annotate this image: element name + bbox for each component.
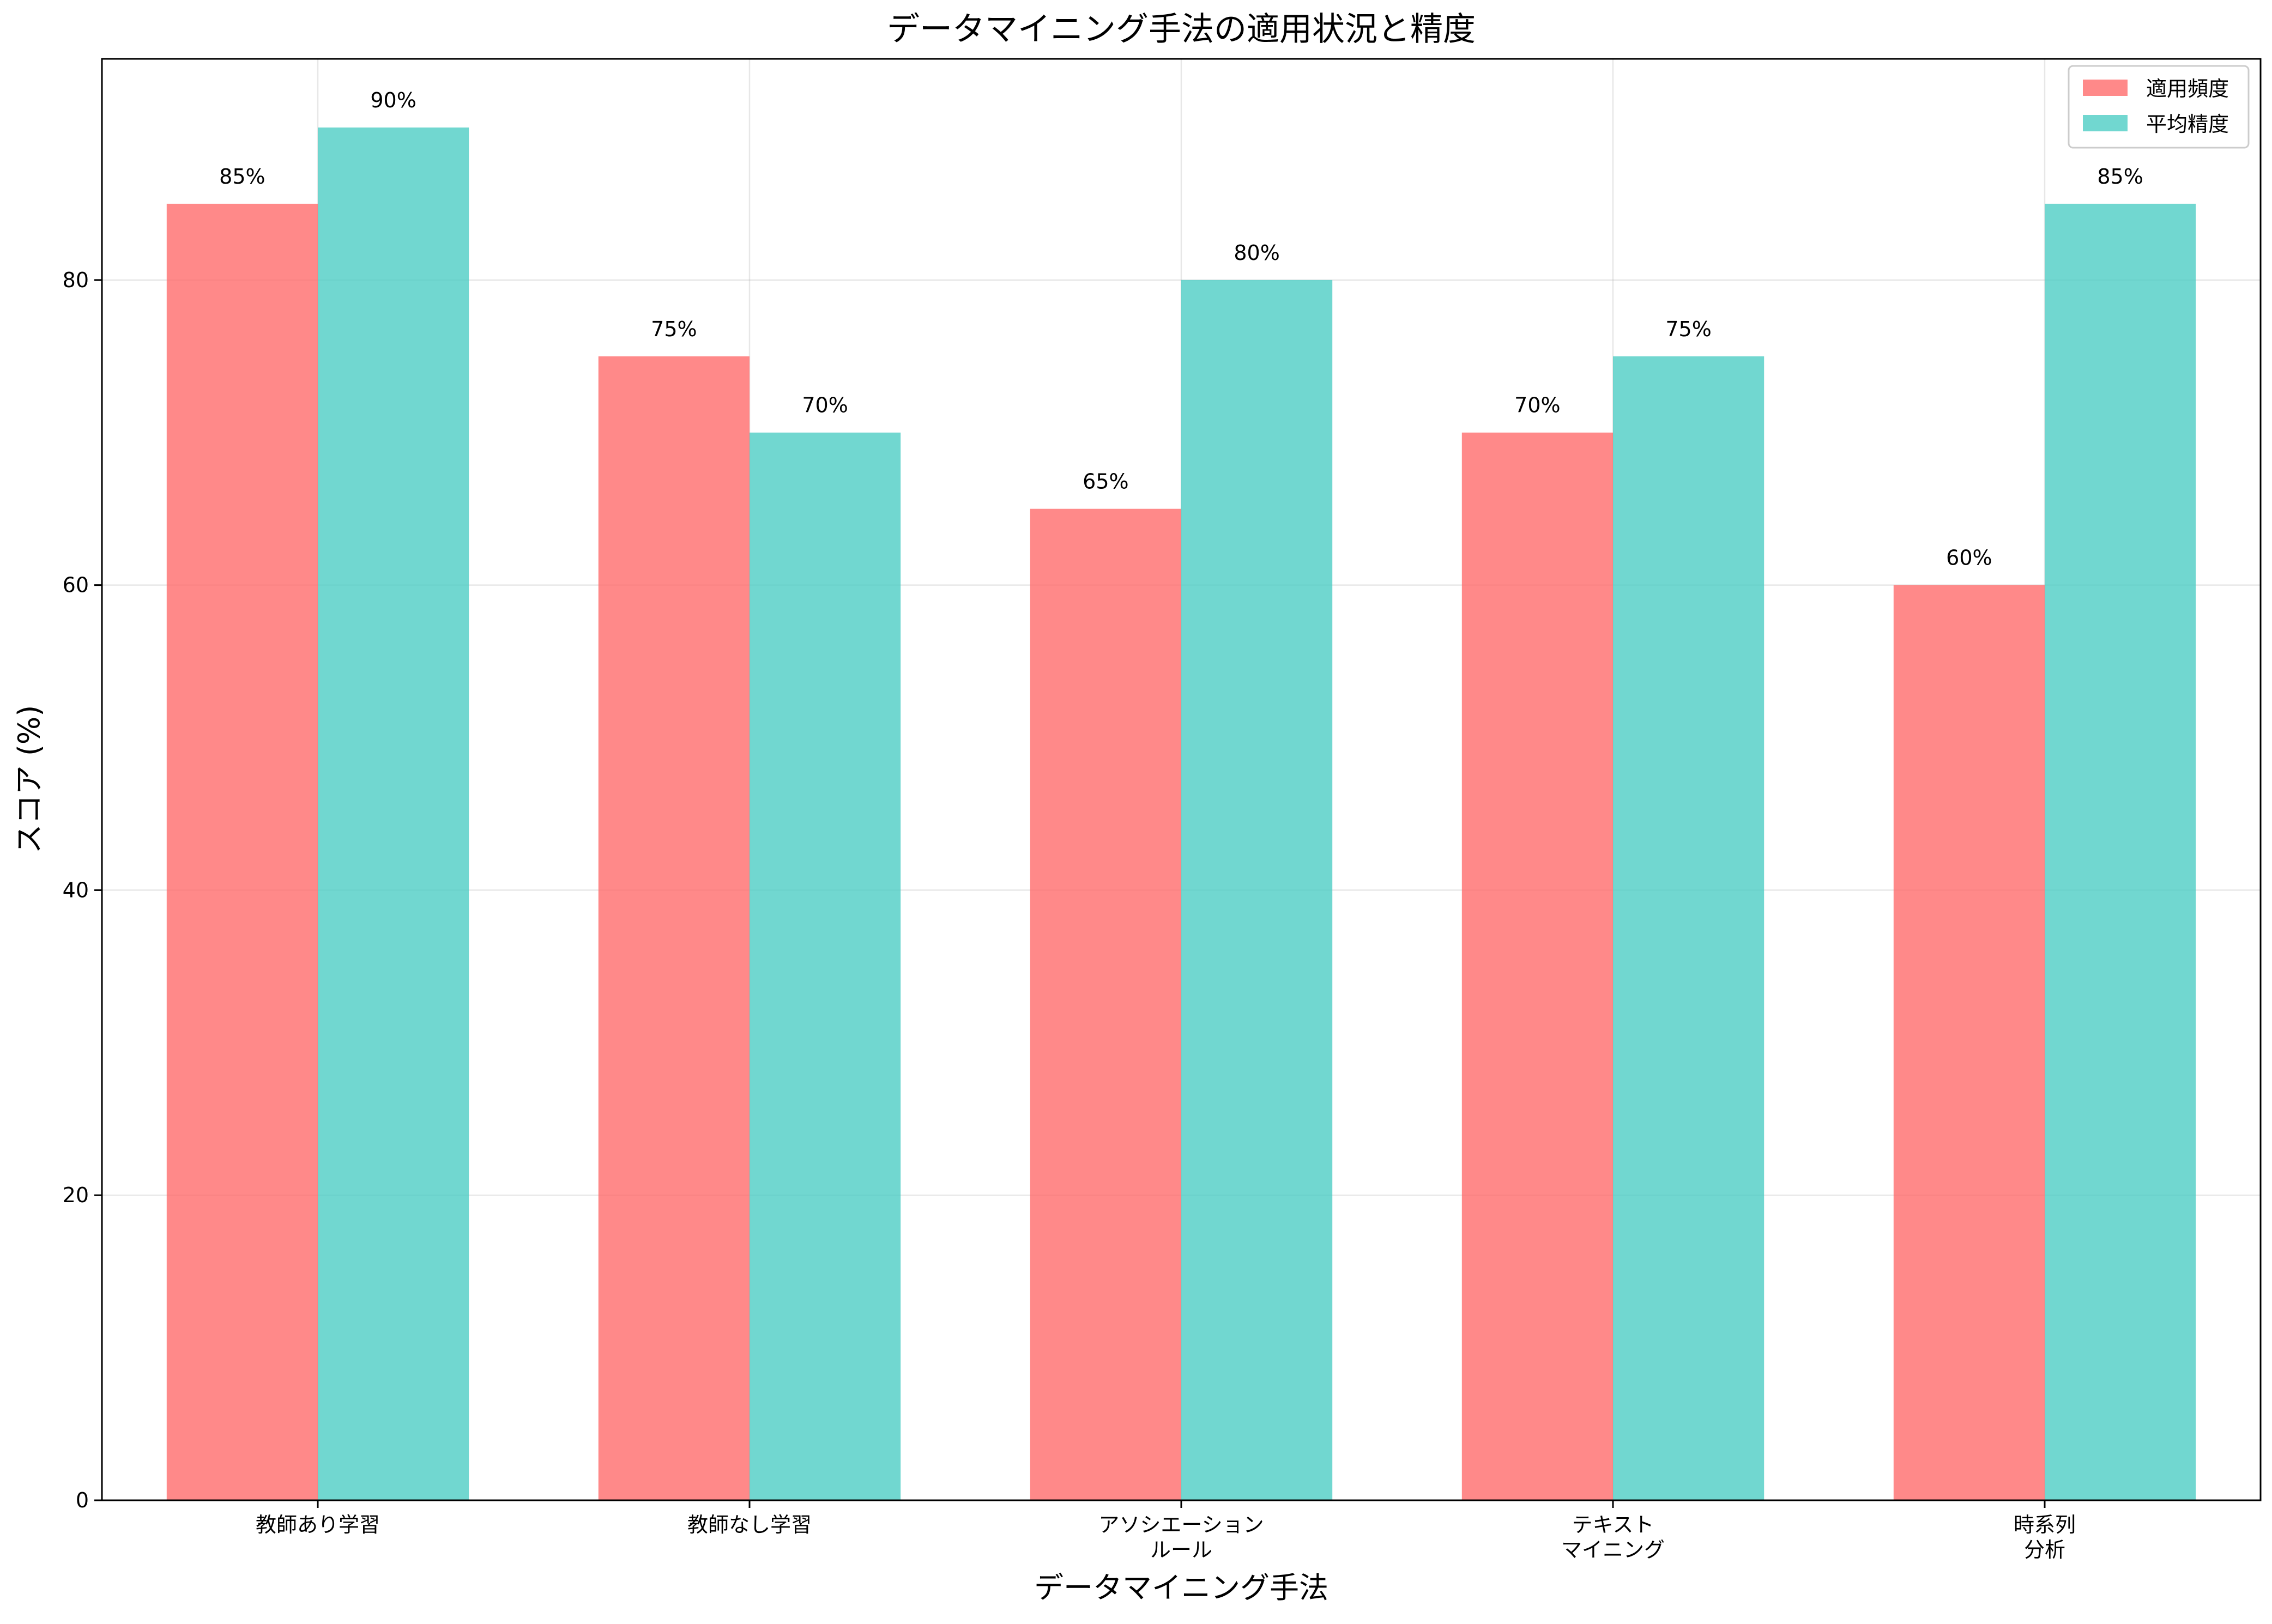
y-tick-label: 60 — [63, 573, 89, 597]
axis-ticks: 教師あり学習 教師なし学習 アソシエーションルール テキストマイニング 時系列分析 0 20… — [63, 268, 2076, 1562]
legend-swatch-frequency — [2083, 80, 2128, 96]
bar-frequency — [1461, 432, 1613, 1500]
bar-value-label: 75% — [1665, 317, 1711, 341]
legend-swatch-accuracy — [2083, 115, 2128, 131]
bar-accuracy — [1181, 280, 1333, 1500]
legend-label-accuracy: 平均精度 — [2146, 112, 2229, 136]
x-tick-label: テキストマイニング — [1561, 1513, 1665, 1562]
bar-frequency — [598, 356, 750, 1500]
bar-accuracy — [750, 432, 901, 1500]
y-axis-label: スコア (%) — [12, 705, 46, 854]
bar-frequency — [1030, 508, 1181, 1501]
x-tick-label: 教師あり学習 — [256, 1513, 380, 1537]
bar-value-label: 80% — [1234, 241, 1279, 265]
bar-value-label: 70% — [1514, 393, 1560, 417]
y-tick-label: 40 — [63, 878, 89, 902]
legend-label-frequency: 適用頻度 — [2146, 77, 2229, 101]
bars — [166, 127, 2196, 1501]
bar-value-label: 70% — [802, 393, 848, 417]
bar-frequency — [1893, 585, 2045, 1500]
bar-value-label: 75% — [651, 317, 697, 341]
bar-accuracy — [1613, 356, 1765, 1500]
y-tick-label: 20 — [63, 1183, 89, 1207]
bar-value-label: 90% — [370, 88, 416, 112]
bar-accuracy — [318, 127, 469, 1500]
bar-accuracy — [2045, 203, 2196, 1501]
legend: 適用頻度 平均精度 — [2068, 65, 2250, 149]
data-labels: 85% 75% 65% 70% 60% 90% 70% 80% 75% 85% — [219, 88, 2143, 570]
x-tick-label: 時系列分析 — [2014, 1513, 2076, 1562]
bar-value-label: 65% — [1083, 470, 1128, 494]
x-tick-label: アソシエーションルール — [1098, 1513, 1264, 1562]
bar-value-label: 85% — [219, 165, 265, 189]
x-tick-label: 教師なし学習 — [687, 1513, 812, 1537]
bar-value-label: 85% — [2097, 165, 2143, 189]
chart-title: データマイニング手法の適用状況と精度 — [887, 10, 1476, 49]
y-tick-label: 80 — [63, 268, 89, 292]
x-axis-label: データマイニング手法 — [1034, 1571, 1328, 1605]
bar-value-label: 60% — [1946, 546, 1992, 570]
y-tick-label: 0 — [76, 1488, 89, 1512]
bar-frequency — [166, 203, 318, 1501]
